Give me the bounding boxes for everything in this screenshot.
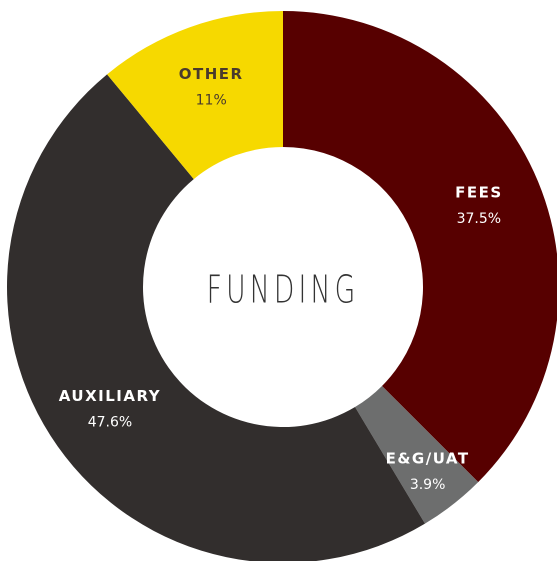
slice [107,11,283,180]
labels: FEES 37.5% E&G/UAT 3.9% AUXILIARY 47.6% OTHER 1… [59,65,503,493]
slice-value: 47.6% [88,414,132,430]
slice-value: 3.9% [410,477,446,493]
slice [283,11,557,483]
slice-label: E&G/UAT [386,450,470,468]
slice-label: AUXILIARY [59,387,161,405]
slice-value: 37.5% [457,211,501,227]
slice-label: FEES [455,183,503,201]
slice [7,74,425,561]
chart-title: FUNDING [207,268,360,312]
slice-value: 11% [196,93,227,109]
slice-label: OTHER [179,65,244,83]
slices [7,11,557,561]
slice [355,385,479,524]
